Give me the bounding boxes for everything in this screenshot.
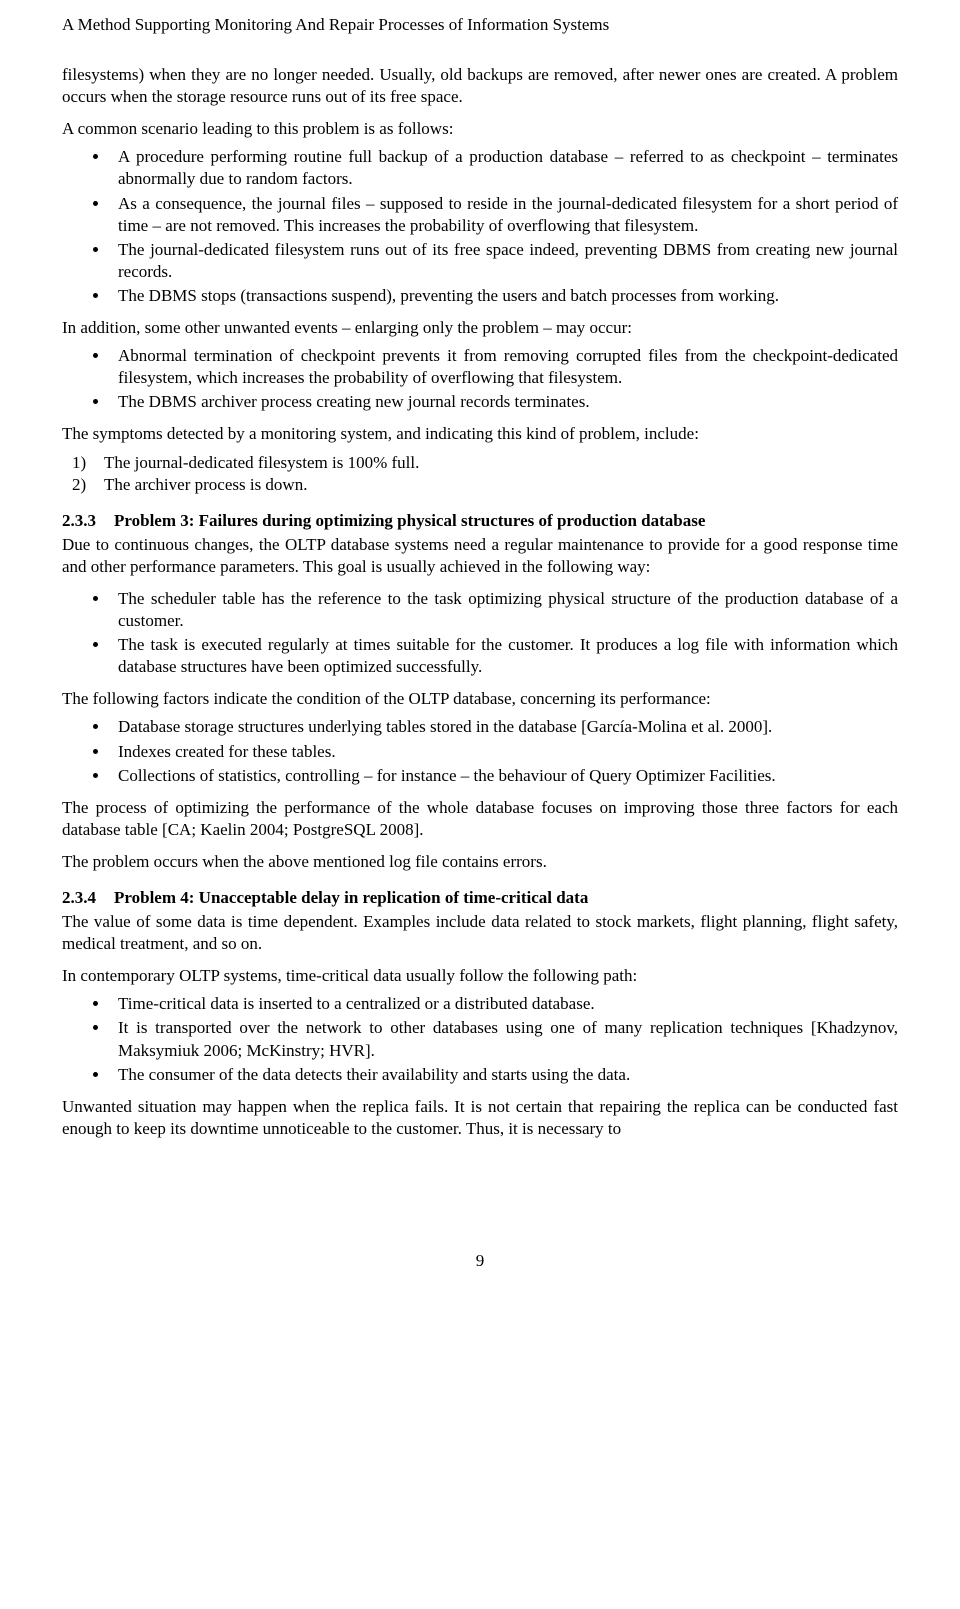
numbered-list: 1)The journal-dedicated filesystem is 10… [62, 452, 898, 496]
item-number: 1) [72, 452, 104, 474]
para: The symptoms detected by a monitoring sy… [62, 423, 898, 445]
heading-234: 2.3.4 Problem 4: Unacceptable delay in re… [62, 887, 898, 909]
para: The value of some data is time dependent… [62, 911, 898, 955]
para: The following factors indicate the condi… [62, 688, 898, 710]
bullet-list: A procedure performing routine full back… [62, 146, 898, 307]
para: filesystems) when they are no longer nee… [62, 64, 898, 108]
list-item: Indexes created for these tables. [110, 741, 898, 763]
item-text: The archiver process is down. [104, 475, 307, 494]
heading-233: 2.3.3 Problem 3: Failures during optimizi… [62, 510, 898, 532]
list-item: As a consequence, the journal files – su… [110, 193, 898, 237]
list-item: The scheduler table has the reference to… [110, 588, 898, 632]
running-head: A Method Supporting Monitoring And Repai… [62, 14, 898, 36]
para: Due to continuous changes, the OLTP data… [62, 534, 898, 578]
list-item: It is transported over the network to ot… [110, 1017, 898, 1061]
para: The problem occurs when the above mentio… [62, 851, 898, 873]
heading-number: 2.3.3 [62, 510, 96, 532]
bullet-list: Database storage structures underlying t… [62, 716, 898, 786]
list-item: The consumer of the data detects their a… [110, 1064, 898, 1086]
heading-text: Problem 4: Unacceptable delay in replica… [114, 888, 588, 907]
list-item: 2)The archiver process is down. [72, 474, 898, 496]
bullet-list: The scheduler table has the reference to… [62, 588, 898, 678]
heading-text: Problem 3: Failures during optimizing ph… [114, 511, 705, 530]
para: In contemporary OLTP systems, time-criti… [62, 965, 898, 987]
para: Unwanted situation may happen when the r… [62, 1096, 898, 1140]
item-text: The journal-dedicated filesystem is 100%… [104, 453, 419, 472]
heading-number: 2.3.4 [62, 887, 96, 909]
para: The process of optimizing the performanc… [62, 797, 898, 841]
list-item: The DBMS stops (transactions suspend), p… [110, 285, 898, 307]
para: A common scenario leading to this proble… [62, 118, 898, 140]
list-item: Collections of statistics, controlling –… [110, 765, 898, 787]
list-item: The journal-dedicated filesystem runs ou… [110, 239, 898, 283]
list-item: The task is executed regularly at times … [110, 634, 898, 678]
list-item: Database storage structures underlying t… [110, 716, 898, 738]
list-item: Time-critical data is inserted to a cent… [110, 993, 898, 1015]
para: In addition, some other unwanted events … [62, 317, 898, 339]
list-item: 1)The journal-dedicated filesystem is 10… [72, 452, 898, 474]
list-item: Abnormal termination of checkpoint preve… [110, 345, 898, 389]
page-number: 9 [62, 1250, 898, 1272]
list-item: The DBMS archiver process creating new j… [110, 391, 898, 413]
bullet-list: Abnormal termination of checkpoint preve… [62, 345, 898, 413]
bullet-list: Time-critical data is inserted to a cent… [62, 993, 898, 1085]
item-number: 2) [72, 474, 104, 496]
list-item: A procedure performing routine full back… [110, 146, 898, 190]
